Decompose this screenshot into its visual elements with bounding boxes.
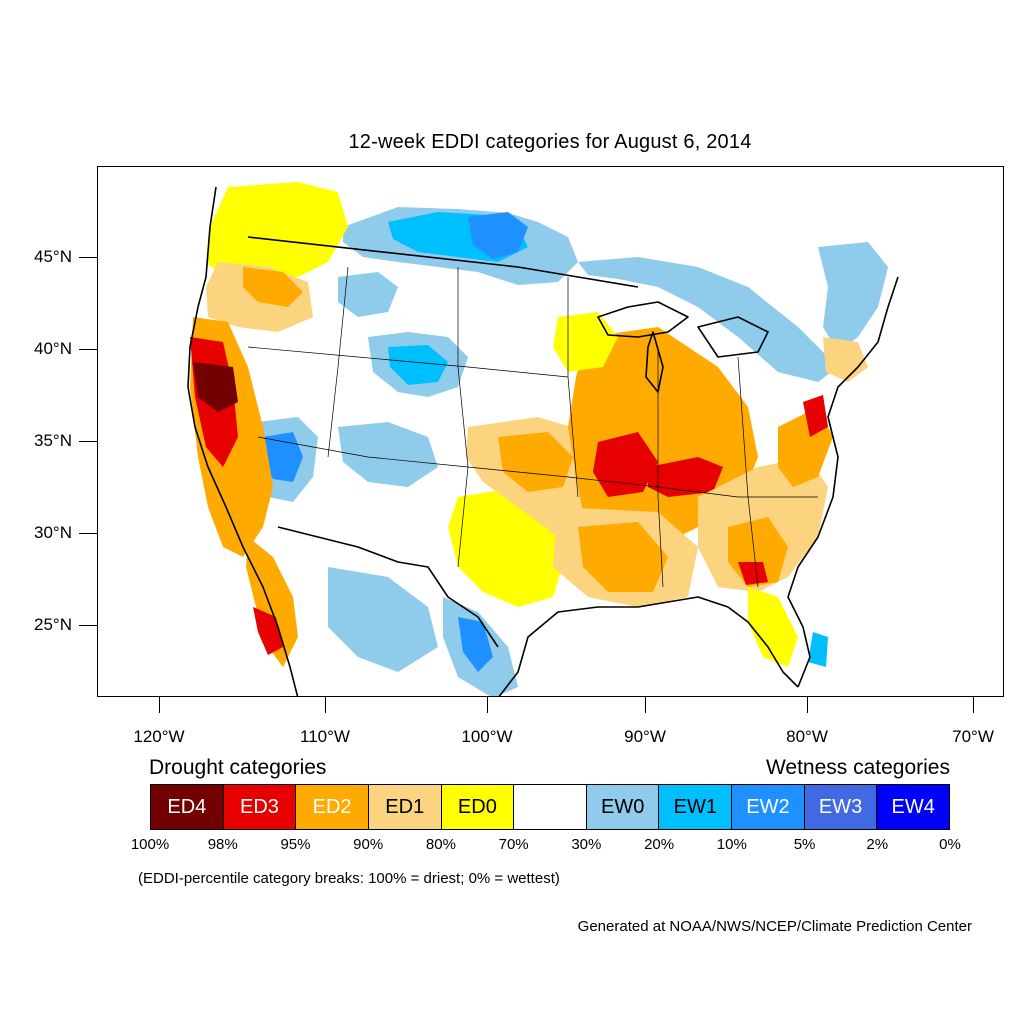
legend-colorbar: ED4 ED3 ED2 ED1 ED0 EW0 EW1 EW2 EW3 EW4	[150, 784, 950, 830]
legend-cell-ed2: ED2	[296, 785, 369, 829]
wet-region-great-basin-core	[260, 432, 303, 482]
wet-region-florida	[808, 632, 828, 667]
lat-tick	[79, 441, 97, 442]
lon-tick	[807, 697, 808, 713]
state-lines	[247, 266, 818, 588]
lon-tick	[645, 697, 646, 713]
lat-tick	[79, 625, 97, 626]
drought-region-south-orange	[578, 522, 668, 592]
percent-break-label: 80%	[425, 836, 456, 853]
wet-region-montana	[338, 272, 398, 317]
drought-region-new-england	[823, 337, 868, 382]
percent-break-label: 20%	[644, 836, 675, 853]
percent-break-label: 5%	[793, 836, 816, 853]
wet-region-northeast	[818, 242, 888, 352]
percent-break-label: 95%	[280, 836, 311, 853]
lon-tick	[159, 697, 160, 713]
lat-label-40: 40°N	[34, 339, 72, 358]
percent-break-label: 90%	[353, 836, 384, 853]
legend-cell-ew2: EW2	[732, 785, 805, 829]
legend-cell-ed3: ED3	[223, 785, 297, 829]
boundaries	[187, 186, 899, 696]
wet-region-great-lakes	[578, 257, 838, 382]
map-title: 12-week EDDI categories for August 6, 20…	[348, 131, 752, 153]
lon-label-70: 70°W	[952, 727, 994, 746]
legend-cell-ed1: ED1	[368, 785, 442, 829]
percent-break-label: 2%	[866, 836, 889, 853]
legend-drought-heading: Drought categories	[149, 756, 327, 779]
drought-region-kentucky-red	[648, 457, 723, 497]
lat-label-25: 25°N	[34, 615, 72, 634]
lon-label-120: 120°W	[133, 727, 185, 746]
lon-label-100: 100°W	[461, 727, 513, 746]
lake-michigan	[645, 331, 664, 393]
legend-note: (EDDI-percentile category breaks: 100% =…	[138, 870, 560, 887]
legend-cell-ew3: EW3	[804, 785, 878, 829]
legend-cell-normal	[514, 785, 587, 829]
legend-wetness-heading: Wetness categories	[765, 756, 950, 779]
legend-cell-ew1: EW1	[659, 785, 733, 829]
drought-region-missouri-red	[593, 432, 658, 497]
coastline-west	[187, 186, 299, 696]
legend-cell-ew0: EW0	[586, 785, 660, 829]
lon-tick	[325, 697, 326, 713]
legend-cell-ed4: ED4	[151, 785, 224, 829]
drought-region-georgia-red	[738, 562, 768, 585]
wet-region-colorado	[338, 422, 438, 487]
drought-region-florida-yellow	[748, 587, 798, 667]
percent-break-label: 100%	[130, 836, 170, 853]
border-canada	[247, 236, 639, 288]
drought-region-baja	[246, 537, 298, 667]
percent-break-label: 98%	[207, 836, 238, 853]
percent-break-label: 30%	[571, 836, 602, 853]
lon-tick	[487, 697, 488, 713]
percent-break-label: 0%	[939, 836, 961, 853]
lat-tick	[79, 349, 97, 350]
lon-label-80: 80°W	[786, 727, 828, 746]
lon-label-110: 110°W	[300, 727, 350, 746]
great-lakes-outline	[597, 301, 689, 338]
eddi-map	[97, 166, 1004, 697]
percent-break-label: 70%	[498, 836, 529, 853]
wet-region-minnesota	[468, 212, 528, 259]
lon-label-90: 90°W	[624, 727, 666, 746]
legend-cell-ed0: ED0	[441, 785, 515, 829]
lat-label-35: 35°N	[34, 431, 72, 450]
great-lakes-outline-2	[697, 316, 769, 358]
drought-region-oregon-core	[243, 267, 303, 307]
lat-label-45: 45°N	[34, 247, 72, 266]
drought-region-california-ed4	[193, 362, 238, 412]
wet-region-texas-core	[458, 617, 493, 672]
wet-region-wyoming-core	[388, 345, 448, 385]
coastline-gulf	[498, 596, 799, 696]
credit-line: Generated at NOAA/NWS/NCEP/Climate Predi…	[577, 918, 972, 935]
drought-region-great-lakes-yellow	[553, 312, 618, 372]
drought-regions	[190, 182, 868, 667]
drought-region-pacific-nw	[206, 182, 348, 282]
percent-break-label: 10%	[716, 836, 747, 853]
coastline-east	[787, 276, 899, 688]
lat-tick	[79, 257, 97, 258]
wet-region-southwest	[328, 567, 438, 672]
lon-tick	[973, 697, 974, 713]
drought-region-virginia-red	[803, 395, 828, 437]
lat-label-30: 30°N	[34, 523, 72, 542]
border-mexico	[277, 526, 499, 648]
legend-cell-ew4: EW4	[877, 785, 950, 829]
map-canvas	[187, 182, 899, 696]
drought-region-kansas	[498, 432, 573, 492]
lat-tick	[79, 533, 97, 534]
